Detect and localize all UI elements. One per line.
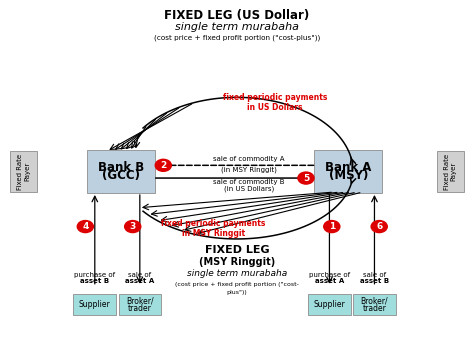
Text: 1: 1 [328, 222, 335, 231]
Text: sale of: sale of [363, 272, 386, 278]
Text: (GCC): (GCC) [102, 169, 140, 182]
Text: fixed periodic payments
in MSY Ringgit: fixed periodic payments in MSY Ringgit [161, 219, 265, 238]
FancyBboxPatch shape [73, 294, 116, 315]
Text: asset B: asset B [80, 278, 109, 284]
Circle shape [371, 221, 387, 233]
Text: Broker/: Broker/ [126, 296, 154, 305]
FancyBboxPatch shape [315, 150, 382, 193]
Circle shape [77, 221, 93, 233]
Text: (MSY Ringgit): (MSY Ringgit) [199, 257, 275, 267]
Text: purchase of: purchase of [74, 272, 115, 278]
Text: plus")): plus")) [227, 290, 247, 295]
Text: Supplier: Supplier [314, 300, 345, 309]
Text: purchase of: purchase of [309, 272, 350, 278]
Text: Fixed Rate
Payer: Fixed Rate Payer [17, 154, 30, 190]
Text: Bank B: Bank B [98, 161, 144, 174]
Circle shape [324, 221, 340, 233]
FancyBboxPatch shape [87, 150, 155, 193]
Text: sale of: sale of [128, 272, 151, 278]
Circle shape [125, 221, 141, 233]
Text: sale of commodity B: sale of commodity B [213, 179, 284, 185]
Text: asset A: asset A [315, 278, 344, 284]
Text: FIXED LEG (US Dollar): FIXED LEG (US Dollar) [164, 9, 310, 22]
Text: fixed periodic payments
in US Dollars: fixed periodic payments in US Dollars [223, 93, 327, 112]
Text: trader: trader [363, 304, 386, 313]
FancyBboxPatch shape [353, 294, 396, 315]
FancyBboxPatch shape [437, 151, 464, 192]
Text: single term murabaha: single term murabaha [187, 269, 287, 278]
Text: 3: 3 [129, 222, 136, 231]
Circle shape [298, 172, 314, 184]
Text: Broker/: Broker/ [361, 296, 388, 305]
Text: (cost price + fixed profit portion ("cost-plus")): (cost price + fixed profit portion ("cos… [154, 35, 320, 41]
Text: 4: 4 [82, 222, 89, 231]
Text: asset B: asset B [360, 278, 389, 284]
Text: FIXED LEG: FIXED LEG [205, 245, 269, 255]
Text: asset A: asset A [125, 278, 155, 284]
Text: Fixed Rate
Payer: Fixed Rate Payer [444, 154, 457, 190]
Text: sale of commodity A: sale of commodity A [213, 156, 284, 162]
Text: Supplier: Supplier [79, 300, 110, 309]
Text: 2: 2 [160, 161, 166, 170]
Text: 6: 6 [376, 222, 383, 231]
Text: (in US Dollars): (in US Dollars) [224, 185, 274, 192]
Text: Bank A: Bank A [325, 161, 372, 174]
FancyBboxPatch shape [10, 151, 37, 192]
Text: (in MSY Ringgit): (in MSY Ringgit) [221, 167, 277, 173]
Text: trader: trader [128, 304, 152, 313]
Text: single term murabaha: single term murabaha [175, 22, 299, 32]
Circle shape [155, 159, 172, 171]
Text: (cost price + fixed profit portion ("cost-: (cost price + fixed profit portion ("cos… [175, 282, 299, 287]
Text: 5: 5 [303, 173, 309, 183]
FancyBboxPatch shape [308, 294, 351, 315]
FancyBboxPatch shape [118, 294, 161, 315]
Text: (MSY): (MSY) [328, 169, 368, 182]
